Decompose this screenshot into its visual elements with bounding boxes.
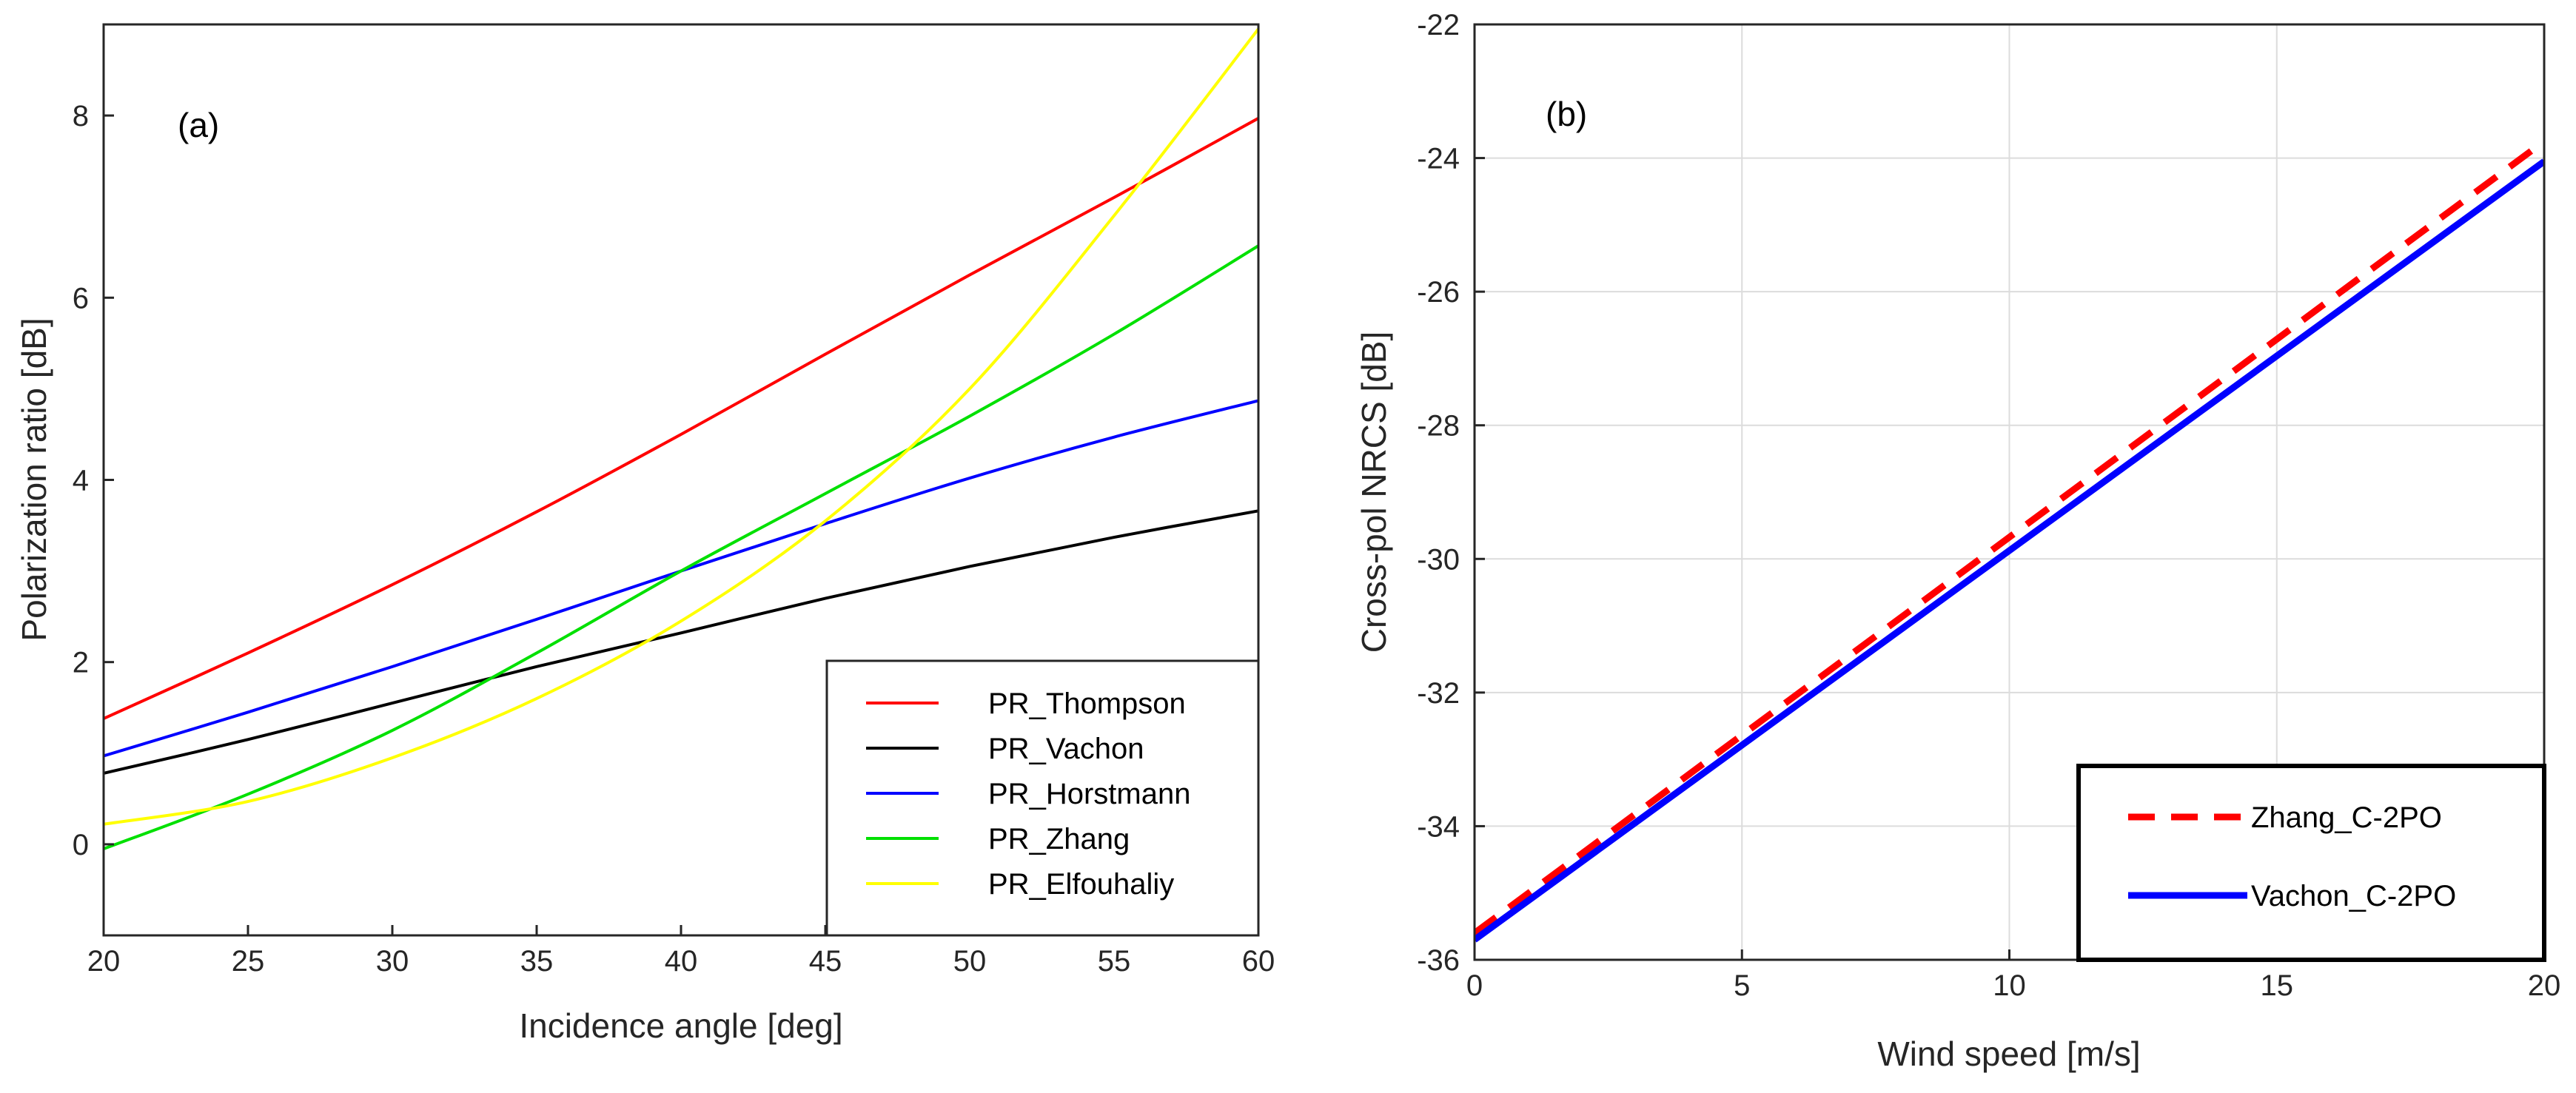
- chart-a-x-tick-label: 50: [953, 945, 987, 978]
- chart-a-x-axis-label: Incidence angle [deg]: [519, 1006, 842, 1045]
- chart-b-y-tick-label: -30: [1417, 543, 1460, 576]
- series-line-zhang-c-2po: [1475, 138, 2544, 936]
- chart-b-x-tick-label: 0: [1466, 969, 1483, 1002]
- legend-label: PR_Horstmann: [988, 778, 1190, 810]
- chart-b-x-tick-label: 15: [2261, 969, 2294, 1002]
- series-line-pr-vachon: [104, 509, 1258, 775]
- chart-b-x-tick-label: 5: [1734, 969, 1750, 1002]
- chart-a-x-tick-label: 60: [1242, 945, 1275, 978]
- chart-a-x-tick-label: 20: [87, 945, 121, 978]
- chart-a: 20 25 30 35 40 45 50 55 60 0 2 4 6 8 (a) Incidence a…: [15, 23, 1275, 1045]
- chart-b-y-axis-label: Cross-pol NRCS [dB]: [1355, 332, 1393, 653]
- legend-label: Zhang_C-2PO: [2251, 801, 2442, 834]
- chart-b-y-tick-label: -32: [1417, 677, 1460, 710]
- chart-a-x-tick-label: 45: [809, 945, 842, 978]
- legend-label: PR_Vachon: [988, 733, 1144, 765]
- series-line-pr-zhang: [104, 244, 1258, 850]
- chart-b-x-axis-label: Wind speed [m/s]: [1877, 1035, 2140, 1073]
- chart-a-x-tick-label: 25: [232, 945, 265, 978]
- series-line-pr-elfouhaliy: [104, 27, 1258, 826]
- legend-label: Vachon_C-2PO: [2251, 880, 2456, 912]
- legend-label: PR_Thompson: [988, 687, 1186, 720]
- chart-a-y-tick-label: 2: [73, 647, 89, 679]
- chart-b-y-tick-label: -28: [1417, 410, 1460, 443]
- legend-label: PR_Elfouhaliy: [988, 868, 1174, 901]
- chart-a-y-tick-label: 8: [73, 100, 89, 132]
- series-line-vachon-c-2po: [1475, 158, 2544, 943]
- chart-b-x-tick-label: 20: [2528, 969, 2561, 1002]
- chart-a-y-tick-label: 4: [73, 465, 89, 497]
- chart-b-y-tick-label: -34: [1417, 810, 1460, 843]
- legend-label: PR_Zhang: [988, 823, 1130, 855]
- chart-b-y-tick-label: -26: [1417, 276, 1460, 309]
- chart-a-x-tick-label: 30: [376, 945, 409, 978]
- series-line-pr-thompson: [104, 117, 1258, 720]
- chart-b-y-tick-label: -22: [1417, 9, 1460, 41]
- chart-a-panel-label: (a): [178, 106, 219, 144]
- chart-b-panel-label: (b): [1546, 95, 1587, 133]
- chart-a-legend: PR_Thompson PR_Vachon PR_Horstmann PR_Zhang…: [825, 659, 1260, 937]
- chart-b-y-tick-label: -24: [1417, 143, 1460, 175]
- chart-a-y-tick-label: 0: [73, 829, 89, 861]
- chart-b-legend: Zhang_C-2PO Vachon_C-2PO: [2076, 764, 2546, 962]
- chart-a-x-tick-label: 55: [1098, 945, 1131, 978]
- chart-a-x-tick-label: 40: [665, 945, 698, 978]
- chart-b-y-tick-label: -36: [1417, 944, 1460, 977]
- chart-b-x-tick-label: 10: [1993, 969, 2026, 1002]
- chart-a-y-tick-label: 6: [73, 282, 89, 315]
- chart-a-x-tick-label: 35: [520, 945, 554, 978]
- chart-b: 0 5 10 15 20 -36 -34 -32 -30 -28 -26 -24 -22 (b) Wi…: [1355, 9, 2560, 1073]
- chart-a-y-axis-label: Polarization ratio [dB]: [15, 317, 53, 641]
